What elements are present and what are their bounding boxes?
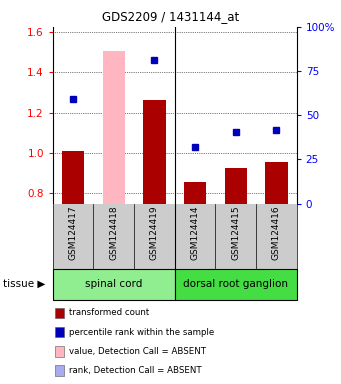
Text: value, Detection Call = ABSENT: value, Detection Call = ABSENT (69, 347, 206, 356)
Text: GSM124419: GSM124419 (150, 205, 159, 260)
Text: GSM124416: GSM124416 (272, 205, 281, 260)
Bar (175, 269, 297, 300)
Text: spinal cord: spinal cord (85, 279, 143, 289)
Bar (184, 182, 206, 204)
Bar (53, 269, 175, 300)
Text: GSM124418: GSM124418 (109, 205, 118, 260)
Text: tissue ▶: tissue ▶ (3, 279, 46, 289)
Text: dorsal root ganglion: dorsal root ganglion (183, 279, 288, 289)
Bar (62, 151, 84, 204)
Bar (224, 168, 247, 204)
Text: percentile rank within the sample: percentile rank within the sample (69, 328, 214, 337)
Text: GSM124417: GSM124417 (69, 205, 78, 260)
Text: rank, Detection Call = ABSENT: rank, Detection Call = ABSENT (69, 366, 202, 375)
Text: GDS2209 / 1431144_at: GDS2209 / 1431144_at (102, 10, 239, 23)
Text: GSM124415: GSM124415 (231, 205, 240, 260)
Bar (143, 99, 166, 204)
Bar (265, 162, 287, 204)
Text: transformed count: transformed count (69, 308, 149, 318)
Bar (103, 51, 125, 204)
Text: GSM124414: GSM124414 (191, 205, 199, 260)
